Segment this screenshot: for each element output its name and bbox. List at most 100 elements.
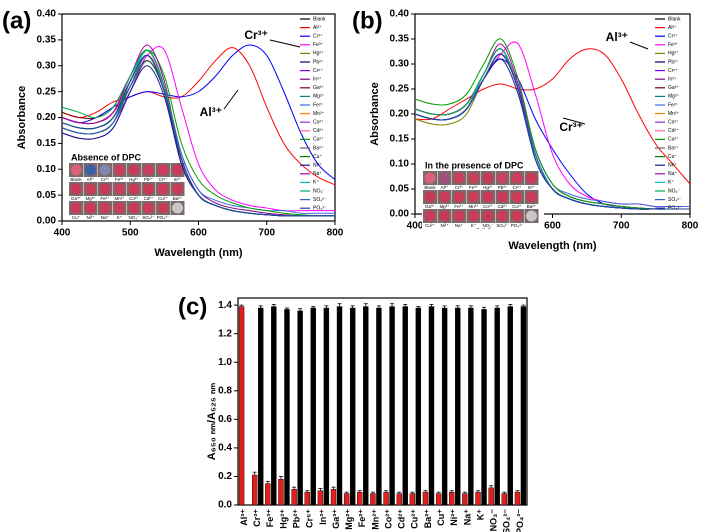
legend-label: Co²⁺ xyxy=(668,120,679,126)
legend-label: Ba²⁺ xyxy=(668,145,679,151)
bar xyxy=(475,491,481,506)
legend-label: K⁺ xyxy=(668,180,674,186)
vial xyxy=(99,202,111,214)
legend-label: Cd²⁺ xyxy=(313,128,324,134)
vial-label: PO₄³⁻ xyxy=(157,215,170,220)
panel-label: (b) xyxy=(352,7,383,34)
x-tick-label: Fe³⁺ xyxy=(265,509,275,528)
error-bar xyxy=(502,491,507,494)
y-tick-label: 0.10 xyxy=(390,159,410,170)
legend-label: Pb²⁺ xyxy=(313,59,324,65)
error-bar xyxy=(397,491,402,494)
bar xyxy=(370,493,376,506)
bar xyxy=(304,491,310,506)
error-bar xyxy=(239,304,244,307)
legend-label: Ni²⁺ xyxy=(668,163,677,169)
vial xyxy=(424,210,436,222)
vial-label: PO₄³⁻ xyxy=(511,223,524,228)
legend-label: Al³⁺ xyxy=(668,25,677,31)
bar xyxy=(481,309,487,506)
legend-label: In³⁺ xyxy=(668,77,677,83)
y-tick-label: 0.30 xyxy=(390,59,410,70)
vial xyxy=(526,191,537,203)
x-tick-label: 600 xyxy=(190,228,207,239)
vial-label: Al³⁺ xyxy=(441,185,449,190)
x-tick-label: 500 xyxy=(122,228,139,239)
y-tick-label: 0.25 xyxy=(390,84,410,95)
y-tick-label: 0.0 xyxy=(218,500,232,511)
error-bar xyxy=(449,490,454,493)
vial-label: Cd²⁺ xyxy=(498,204,508,209)
bar xyxy=(488,487,494,506)
legend-label: NO₃⁻ xyxy=(668,188,681,194)
bar xyxy=(357,491,363,506)
bar xyxy=(455,307,461,506)
vial xyxy=(143,164,154,176)
x-axis-label: Wavelength (nm) xyxy=(154,247,243,259)
annotation: Al³⁺ xyxy=(200,105,222,119)
vial-label: Ga³⁺ xyxy=(425,204,436,209)
vial-label: Ba²⁺ xyxy=(527,204,537,209)
vial xyxy=(172,202,183,214)
y-tick-label: 1.4 xyxy=(218,300,232,311)
vial xyxy=(157,164,169,176)
vial-label: Blank xyxy=(424,185,436,190)
vial xyxy=(526,210,537,222)
y-tick-label: 0.00 xyxy=(37,216,57,227)
error-bar xyxy=(278,476,283,480)
vial xyxy=(114,164,125,176)
y-tick-label: 0.20 xyxy=(37,112,57,123)
error-bar xyxy=(508,304,513,307)
vial-label: Cu²⁺ xyxy=(512,204,522,209)
vial-label: Fe³⁺ xyxy=(469,185,479,190)
vial xyxy=(424,172,436,184)
legend-label: In³⁺ xyxy=(313,77,322,83)
vial xyxy=(143,183,154,195)
vial xyxy=(511,210,523,222)
legend-label: Na⁺ xyxy=(668,171,677,177)
bar xyxy=(468,307,474,506)
x-tick-label: In³⁺ xyxy=(318,509,328,525)
vial xyxy=(439,210,450,222)
x-tick-label: SO₄²⁻ xyxy=(502,509,512,532)
vial-label: Ni²⁺ xyxy=(440,223,449,228)
error-bar xyxy=(429,304,434,307)
vial xyxy=(497,191,508,203)
spectrum-line xyxy=(414,53,690,210)
y-tick-label: 0.20 xyxy=(390,109,410,120)
vial-label: Mg²⁺ xyxy=(439,204,450,209)
bar xyxy=(494,307,500,506)
vial-label: Al³⁺ xyxy=(87,177,95,182)
annotation-arrow xyxy=(562,117,586,125)
vial-label: Cu²⁺ xyxy=(425,223,435,228)
annotation: Cr³⁺ xyxy=(244,28,268,42)
x-tick-label: Cu⁺ xyxy=(436,509,446,526)
vial-label: NO₃⁻ xyxy=(483,223,495,228)
x-tick-label: Mg²⁺ xyxy=(344,509,354,530)
legend-label: PO₄³⁻ xyxy=(313,206,327,212)
bar xyxy=(520,306,527,506)
vial-label: Cr⁶⁺ xyxy=(513,185,523,190)
inset-title: In the presence of DPC xyxy=(425,160,524,170)
bar xyxy=(428,306,435,506)
vial xyxy=(497,172,508,184)
error-bar xyxy=(350,305,355,308)
bar xyxy=(297,310,303,506)
annotation-arrow xyxy=(269,39,301,48)
y-axis-label: Absorbance xyxy=(16,86,28,150)
vial xyxy=(114,183,125,195)
vial-label: K⁺ xyxy=(117,215,123,220)
error-bar xyxy=(284,307,289,310)
x-tick-label: Ba²⁺ xyxy=(423,509,433,529)
legend-label: Cr⁶⁺ xyxy=(668,68,678,74)
vial xyxy=(482,210,494,222)
bar xyxy=(330,489,337,506)
legend-label: SO₄²⁻ xyxy=(313,197,327,203)
bar xyxy=(415,307,422,506)
error-bar xyxy=(370,491,375,494)
spectrum-line xyxy=(61,54,335,217)
bar xyxy=(343,493,350,506)
vial-label: Mg²⁺ xyxy=(85,196,96,201)
vial-label: NO₃⁻ xyxy=(129,215,141,220)
legend-label: Na⁺ xyxy=(313,171,322,177)
